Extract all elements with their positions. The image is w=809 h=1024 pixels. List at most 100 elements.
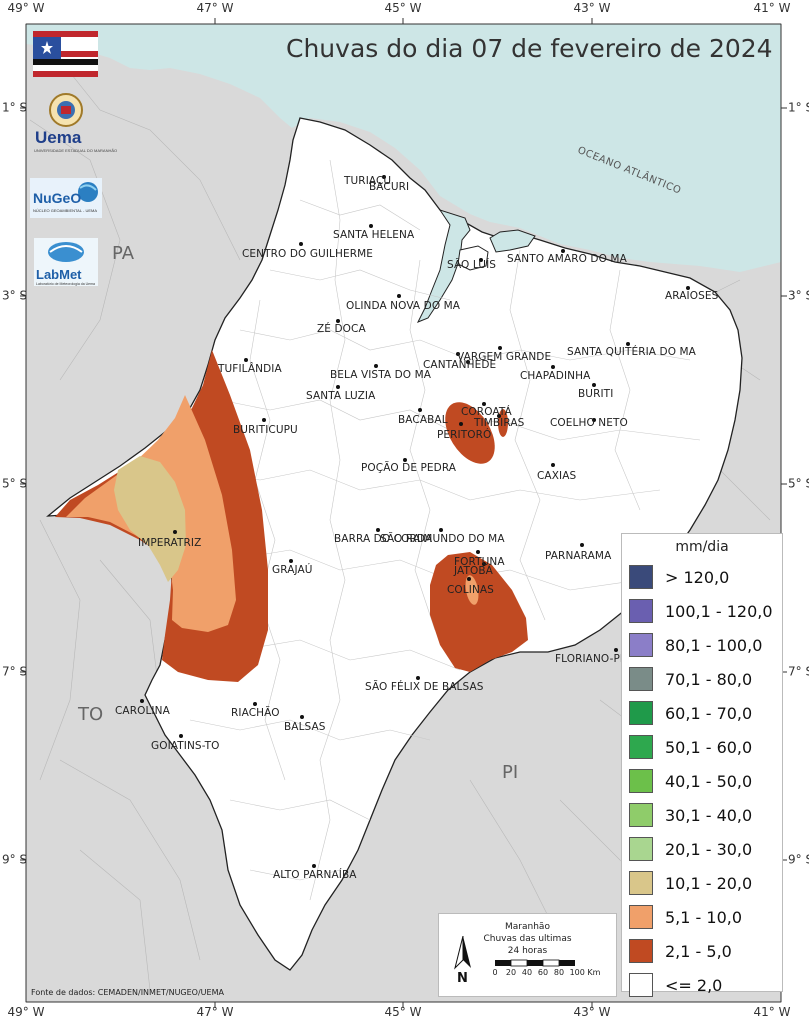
- city-label: ZÉ DOCA: [317, 323, 366, 335]
- legend-item: 10,1 - 20,0: [629, 870, 752, 896]
- city-label: BELA VISTA DO MA: [330, 369, 432, 381]
- legend-label: 20,1 - 30,0: [665, 839, 753, 859]
- city-label: GOIATINS-TO: [151, 740, 220, 752]
- north-label: N: [457, 971, 468, 986]
- sao-luis-island: [457, 245, 489, 271]
- city-dot: [614, 648, 618, 652]
- city-label: BARRA DO CORDA: [334, 533, 433, 545]
- legend-label: 30,1 - 40,0: [665, 805, 753, 825]
- scale-period: 24 horas: [507, 946, 548, 956]
- sao-luis-bay: [416, 209, 471, 323]
- legend-label: 2,1 - 5,0: [665, 941, 732, 961]
- city-dot: [592, 418, 596, 422]
- city-dot: [551, 365, 555, 369]
- city-label: SANTA HELENA: [333, 229, 415, 241]
- labmet-logo-subtext: Laboratório de Meteorologia da Uema: [36, 282, 95, 286]
- city-label: COLINAS: [447, 584, 494, 596]
- legend-swatch: [629, 871, 653, 895]
- city-label: CAROLINA: [115, 705, 170, 717]
- city-dot: [482, 402, 486, 406]
- legend-swatch: [629, 599, 653, 623]
- city-dot: [336, 319, 340, 323]
- rain-zone-5-10-colinas: [465, 575, 479, 605]
- city-dot: [482, 562, 486, 566]
- uema-logo-text: Uema: [35, 128, 82, 147]
- city-dot: [580, 543, 584, 547]
- city-dot: [253, 702, 257, 706]
- city-label: ARAIOSES: [665, 290, 719, 302]
- uema-logo-subtext: UNIVERSIDADE ESTADUAL DO MARANHÃO: [34, 148, 118, 153]
- city-label: VARGEM GRANDE: [457, 351, 552, 363]
- latitude-label: 9° S: [788, 852, 809, 867]
- city-dot: [467, 577, 471, 581]
- city-label: SANTA QUITÉRIA DO MA: [567, 346, 696, 358]
- legend-label: 80,1 - 100,0: [665, 635, 763, 655]
- scale-tick: 20: [505, 968, 517, 977]
- longitude-label: 45° W: [384, 1, 422, 15]
- legend-label: > 120,0: [665, 567, 730, 587]
- city-dot: [418, 408, 422, 412]
- municipal-boundaries: [174, 159, 701, 901]
- legend-item: 60,1 - 70,0: [629, 700, 752, 726]
- city-dot: [476, 550, 480, 554]
- city-dot: [262, 418, 266, 422]
- city-dot: [397, 294, 401, 298]
- latitude-label: 1° S: [788, 100, 809, 115]
- legend-label: 5,1 - 10,0: [665, 907, 743, 927]
- city-dot: [369, 224, 373, 228]
- nugeo-logo-icon: [30, 178, 102, 218]
- maranhao-state: [46, 117, 743, 971]
- city-dot: [416, 676, 420, 680]
- state-label-pa: PA: [112, 243, 135, 264]
- city-label: CAXIAS: [537, 470, 577, 482]
- city-label: TURIAÇU: [344, 175, 392, 187]
- scale-tick: 80: [553, 968, 565, 977]
- city-dot: [498, 346, 502, 350]
- labmet-logo-icon: [34, 238, 98, 286]
- longitude-label: 47° W: [196, 1, 234, 15]
- labmet-logo-text: LabMet: [36, 267, 82, 282]
- city-label: PARNARAMA: [545, 550, 612, 562]
- rain-zone-2-5-peritoro: [445, 402, 495, 464]
- city-dot: [140, 699, 144, 703]
- city-dot: [479, 258, 483, 262]
- longitude-label: 47° W: [196, 1005, 234, 1019]
- legend-item: 80,1 - 100,0: [629, 632, 762, 658]
- latitude-label: 7° S: [788, 664, 809, 679]
- legend-item: 70,1 - 80,0: [629, 666, 752, 692]
- city-dot: [403, 458, 407, 462]
- legend-item: 20,1 - 30,0: [629, 836, 752, 862]
- legend-label: 50,1 - 60,0: [665, 737, 753, 757]
- legend-label: <= 2,0: [665, 975, 723, 995]
- legend-item: > 120,0: [629, 564, 729, 590]
- city-dot: [456, 352, 460, 356]
- city-label: BURITICUPU: [233, 424, 298, 436]
- legend-swatch: [629, 973, 653, 997]
- city-label: CHAPADINHA: [520, 370, 591, 382]
- latitude-label: 1° S: [2, 100, 28, 115]
- longitude-label: 49° W: [7, 1, 45, 15]
- state-label-pi: PI: [502, 762, 519, 783]
- legend-item: 40,1 - 50,0: [629, 768, 752, 794]
- city-label: PERITORÓ: [437, 429, 492, 441]
- city-label: SANTA LUZIA: [306, 390, 376, 402]
- city-label: CENTRO DO GUILHERME: [242, 248, 374, 260]
- city-label: GRAJAÚ: [272, 564, 313, 576]
- longitude-label: 41° W: [753, 1, 791, 15]
- nugeo-logo-subtext: NÚCLEO GEOAMBIENTAL - UEMA: [33, 208, 98, 213]
- city-label: OLINDA NOVA DO MA: [346, 300, 461, 312]
- legend-swatch: [629, 735, 653, 759]
- city-dot: [382, 175, 386, 179]
- city-label: SÃO RAIMUNDO DO MA: [380, 533, 505, 545]
- legend-item: 100,1 - 120,0: [629, 598, 773, 624]
- city-label: TIMBIRAS: [474, 417, 525, 429]
- longitude-label: 43° W: [573, 1005, 611, 1019]
- latitude-label: 9° S: [2, 852, 28, 867]
- legend-item: <= 2,0: [629, 972, 722, 998]
- state-label-to: TO: [78, 704, 104, 725]
- legend-swatch: [629, 803, 653, 827]
- legend-swatch: [629, 633, 653, 657]
- city-dot: [289, 559, 293, 563]
- legend-swatch: [629, 905, 653, 929]
- legend-label: 100,1 - 120,0: [665, 601, 773, 621]
